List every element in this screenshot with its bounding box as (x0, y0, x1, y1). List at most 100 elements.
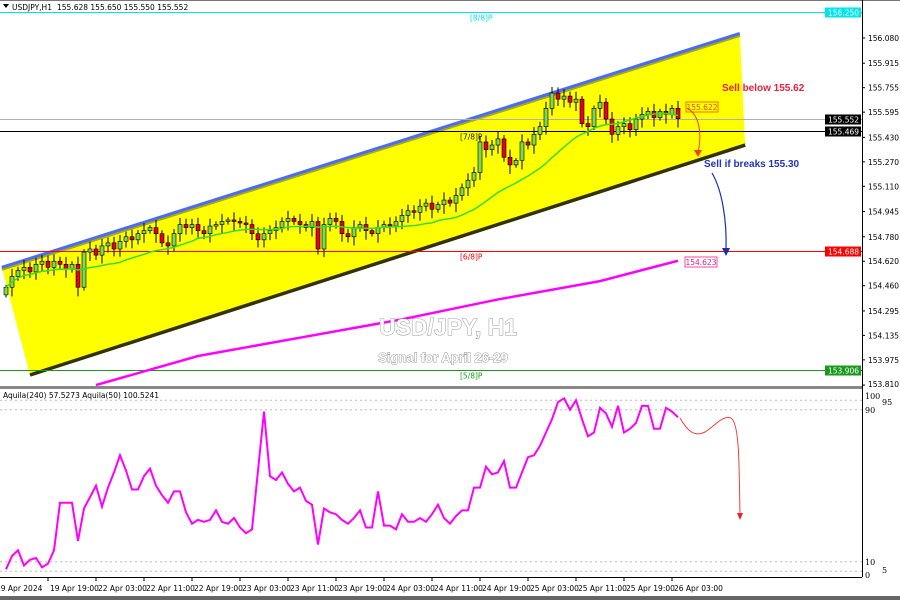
candle (567, 91, 573, 108)
price-tick-label: 155.595 (868, 108, 899, 117)
ma-fast-line (5, 112, 679, 288)
candle (165, 235, 171, 255)
indicator-level-label: 90 (865, 406, 875, 415)
candle (39, 255, 45, 272)
price-tag-text: 155.552 (828, 116, 859, 125)
candle-body (171, 233, 177, 247)
sell-below-annotation: Sell below 155.62 (722, 83, 805, 94)
candle (345, 228, 351, 243)
price-label-155622: 155.622 (685, 101, 719, 113)
price-tag-bg (825, 365, 861, 376)
price-tag-text: 155.469 (828, 128, 859, 137)
time-tick-label: 25 Apr 19:00 (626, 584, 675, 593)
candle-body (165, 242, 171, 247)
candle (609, 111, 615, 143)
price-tick-label: 153.810 (868, 380, 899, 389)
price-tick-label: 154.620 (868, 257, 899, 266)
candle-body (477, 141, 483, 173)
candle (267, 225, 273, 241)
candle (225, 217, 231, 225)
candle-body (315, 221, 321, 250)
indicator-level-label: 95 (882, 398, 892, 407)
candle-body (129, 236, 135, 241)
channel-fill (1, 33, 746, 375)
candle-body (615, 126, 621, 135)
ma-slow-line (95, 259, 679, 387)
candle-body (3, 286, 9, 296)
indicator-label: Aquila(240) 57.5273 Aquila(50) 100.5241 (3, 391, 159, 400)
candle-body (153, 227, 159, 235)
channel-upper-line (1, 31, 741, 269)
candle-body (627, 123, 633, 131)
candle (429, 195, 435, 219)
candle (585, 115, 591, 136)
candle-body (39, 260, 45, 265)
sell-breaks-annotation: Sell if breaks 155.30 (704, 159, 800, 170)
time-tick-label: 24 Apr 19:00 (482, 584, 531, 593)
candle (549, 87, 555, 116)
channel-lower-line (29, 143, 746, 377)
indicator-forecast-arrow (679, 416, 743, 520)
price-chart[interactable]: [8/8]P 156.250 155.552 [7/8]P 155.469 [6/8]P 1… (0, 0, 899, 577)
price-tick-label: 154.135 (868, 331, 899, 340)
price-tag-text: 154.688 (828, 248, 859, 257)
candle (675, 100, 681, 128)
candle-body (267, 230, 273, 235)
candle (189, 218, 195, 235)
price-tag-bg (825, 246, 861, 257)
candle-body (159, 233, 165, 244)
candle (195, 217, 201, 239)
candle (99, 238, 105, 264)
candle (579, 95, 585, 128)
indicator-level-label: 5 (882, 566, 887, 575)
time-tick-label: 25 Apr 11:00 (578, 584, 627, 593)
candle (327, 212, 333, 232)
price-tag: 154.688 (825, 246, 861, 257)
candle-body (321, 224, 327, 250)
candle (183, 218, 189, 235)
candle-body (21, 267, 27, 271)
candle-body (327, 218, 333, 225)
candle (33, 257, 39, 280)
dropdown-triangle-icon[interactable] (3, 4, 9, 8)
symbol-label: USDJPY,H1 (12, 3, 52, 12)
ohlc-readout: 155.628 155.650 155.550 155.552 (57, 3, 188, 12)
price-tick-label: 155.430 (868, 133, 899, 142)
level-name: [6/8]P (460, 253, 483, 262)
time-tick-label: 25 Apr 03:00 (530, 584, 579, 593)
price-tick-label: 155.110 (868, 182, 899, 191)
candle-body (51, 260, 57, 268)
candle (615, 121, 621, 141)
candle (555, 87, 561, 106)
price-tag-bg (825, 7, 861, 18)
candle-body (243, 222, 249, 225)
price-tag-bg (825, 126, 861, 137)
price-tick-label: 154.945 (868, 208, 899, 217)
candle-body (471, 172, 477, 181)
candle (561, 89, 567, 108)
candle-body (555, 92, 561, 100)
candle (477, 135, 483, 180)
candle-body (255, 233, 261, 241)
candle-body (285, 218, 291, 222)
candle (465, 173, 471, 197)
candle-body (459, 187, 465, 196)
candle-body (387, 224, 393, 227)
candle-body (117, 241, 123, 250)
candle (111, 236, 117, 257)
candle-body (369, 230, 375, 235)
candle-body (279, 221, 285, 228)
candle (279, 217, 285, 233)
candle-body (309, 221, 315, 228)
price-tick-label: 153.975 (868, 356, 899, 365)
time-tick-label: 23 Apr 19:00 (338, 584, 387, 593)
candle-body (33, 263, 39, 273)
candle (453, 188, 459, 213)
candle-body (519, 141, 525, 161)
price-tick-label: 154.460 (868, 282, 899, 291)
candle-body (405, 210, 411, 216)
overlay-subtitle: Signal for April 26-29 (378, 350, 508, 365)
candle-body (225, 219, 231, 222)
candle-body (597, 101, 603, 109)
